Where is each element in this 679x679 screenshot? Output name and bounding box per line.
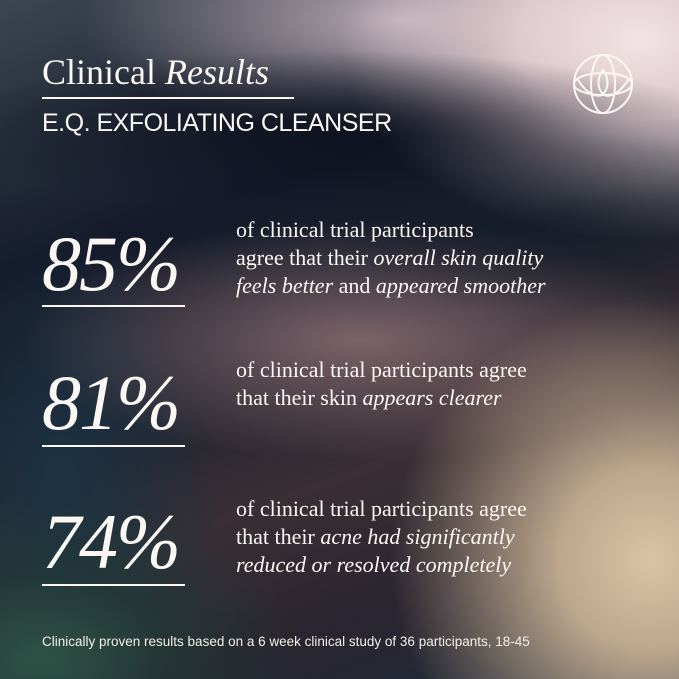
stat-underline — [42, 305, 185, 307]
title-regular: Clinical — [42, 52, 156, 92]
stat-underline — [42, 584, 185, 586]
stat-underline — [42, 445, 185, 447]
product-name: E.Q. EXFOLIATING CLEANSER — [42, 109, 392, 137]
stat-value: 81% — [42, 359, 181, 446]
study-footnote: Clinically proven results based on a 6 w… — [42, 634, 530, 649]
stat-description: of clinical trial participants agree tha… — [236, 496, 527, 577]
stat-value: 85% — [42, 220, 181, 307]
stat-description: of clinical trial participants agree tha… — [236, 217, 546, 298]
stat-value: 74% — [42, 498, 181, 585]
title-italic: Results — [164, 52, 269, 92]
page-title: Clinical Results — [42, 50, 269, 94]
stat-description: of clinical trial participants agree tha… — [236, 357, 527, 410]
title-underline — [42, 97, 294, 99]
lotus-globe-icon — [573, 54, 633, 114]
